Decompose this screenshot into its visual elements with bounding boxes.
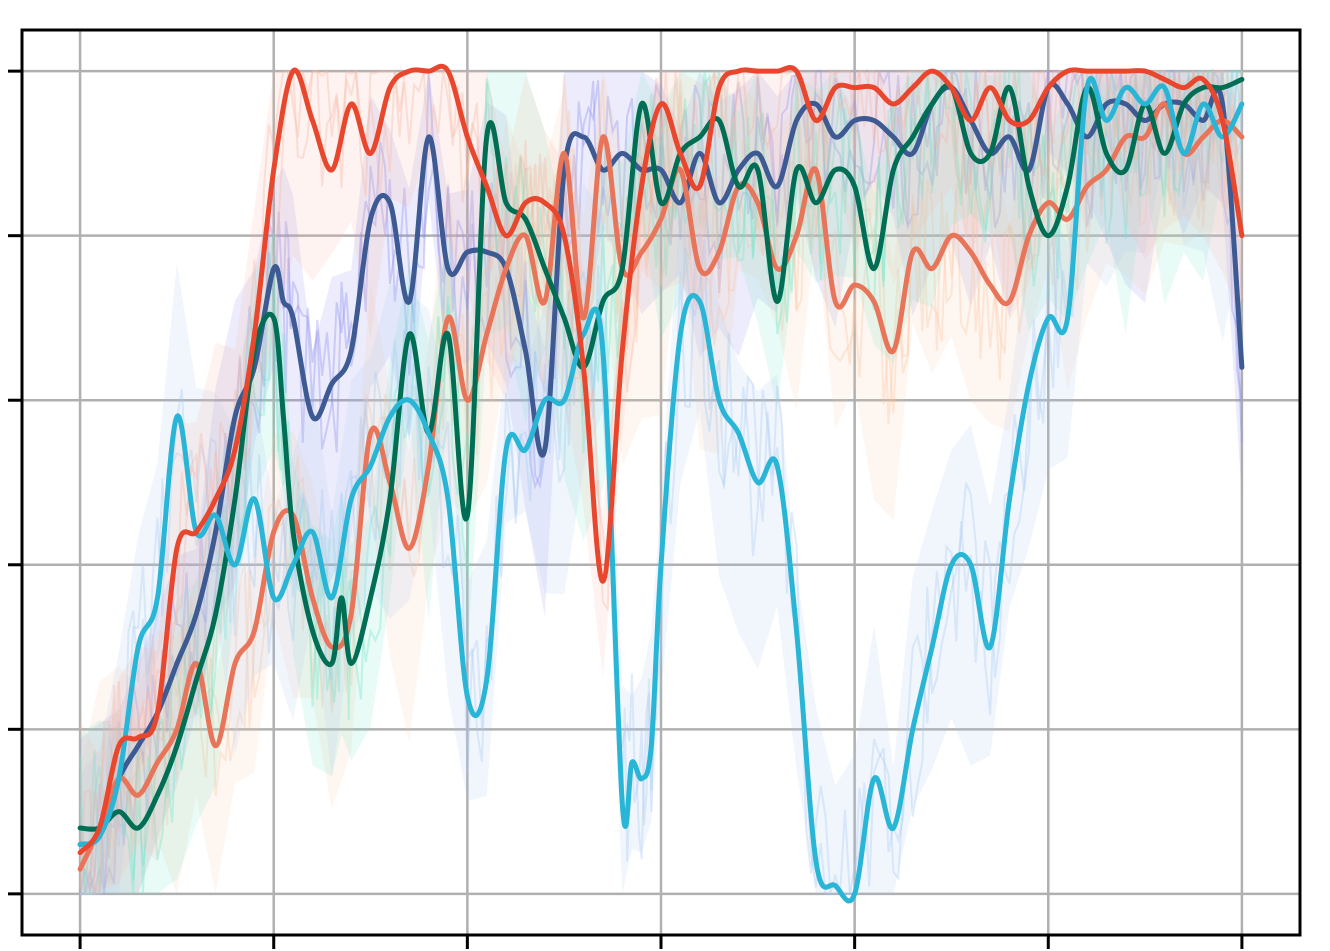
series-band-0 (80, 71, 1242, 894)
series-line-3 (77, 75, 1245, 904)
series-line-2 (77, 76, 1245, 832)
series-band-4 (80, 71, 1242, 894)
series-lines (77, 63, 1245, 904)
series-run-3-1 (80, 69, 1243, 895)
series-line-4 (77, 63, 1245, 856)
series-band-1 (80, 71, 1242, 894)
series-run-4-1 (79, 69, 1243, 896)
series-band-2 (80, 71, 1242, 894)
axis-ticks (8, 69, 1244, 949)
series-run-2-0 (79, 70, 1242, 895)
series-run-1-1 (80, 70, 1243, 895)
series-run-4-0 (79, 68, 1243, 891)
series-band-3 (80, 71, 1242, 894)
